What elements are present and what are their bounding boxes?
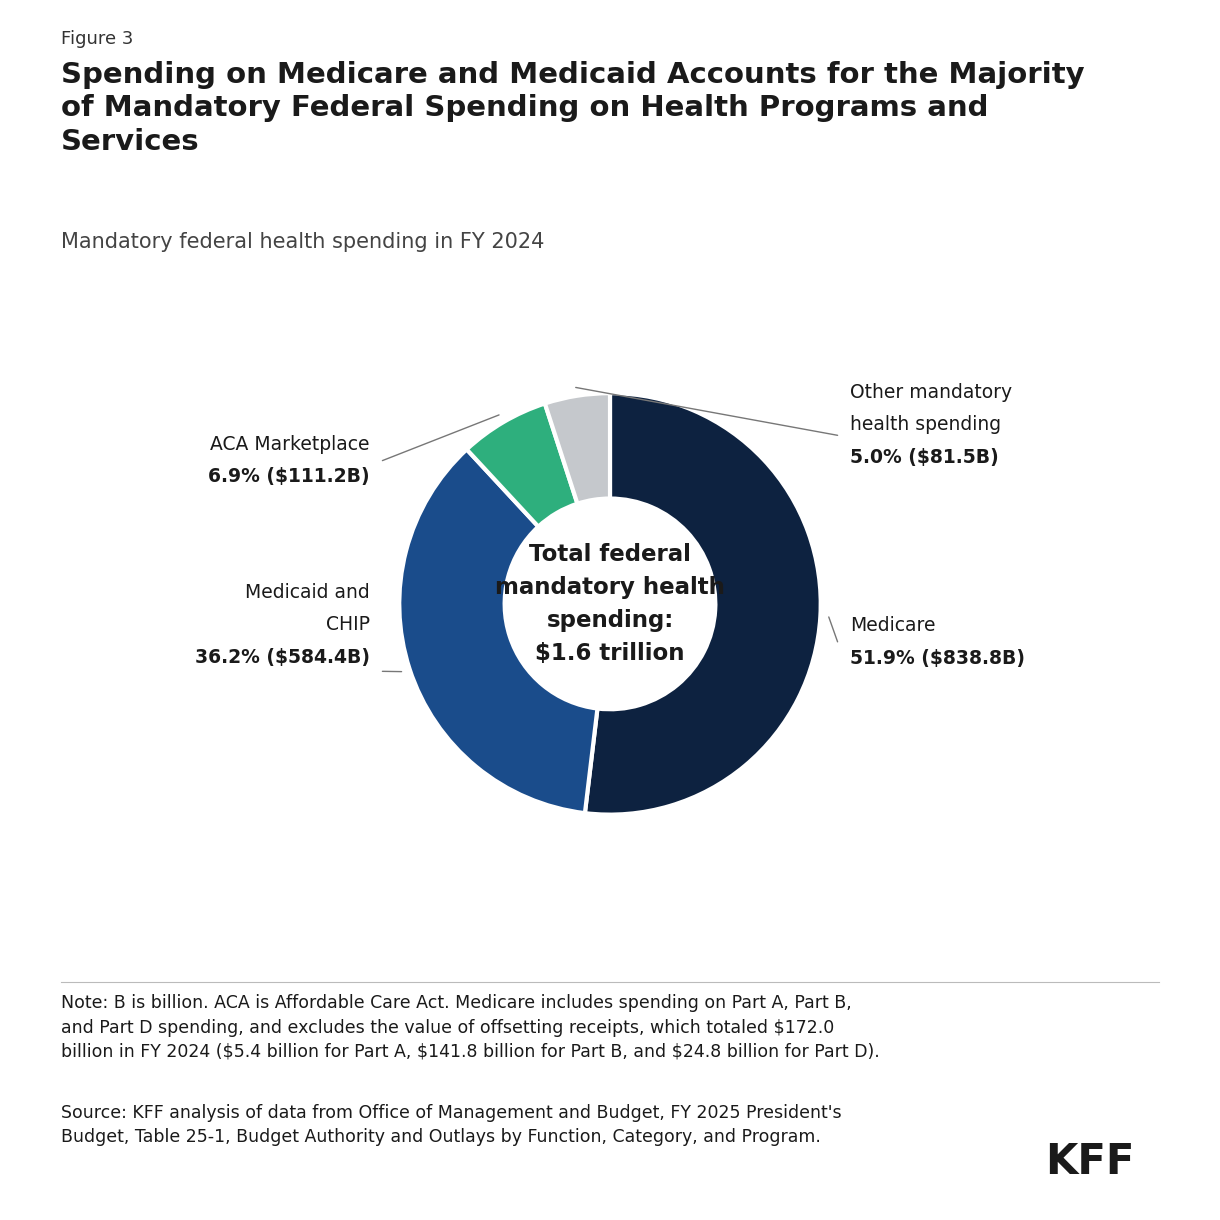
- Text: ACA Marketplace: ACA Marketplace: [210, 434, 370, 454]
- Text: Other mandatory: Other mandatory: [850, 383, 1013, 401]
- Wedge shape: [467, 404, 577, 527]
- Text: Source: KFF analysis of data from Office of Management and Budget, FY 2025 Presi: Source: KFF analysis of data from Office…: [61, 1104, 842, 1147]
- Text: 36.2% ($584.4B): 36.2% ($584.4B): [195, 648, 370, 667]
- Text: health spending: health spending: [850, 415, 1002, 434]
- Text: Total federal
mandatory health
spending:
$1.6 trillion: Total federal mandatory health spending:…: [495, 543, 725, 665]
- Text: Medicare: Medicare: [850, 616, 936, 634]
- Text: Note: B is billion. ACA is Affordable Care Act. Medicare includes spending on Pa: Note: B is billion. ACA is Affordable Ca…: [61, 994, 880, 1061]
- Text: 6.9% ($111.2B): 6.9% ($111.2B): [209, 467, 370, 487]
- Text: Mandatory federal health spending in FY 2024: Mandatory federal health spending in FY …: [61, 232, 544, 251]
- Text: Spending on Medicare and Medicaid Accounts for the Majority
of Mandatory Federal: Spending on Medicare and Medicaid Accoun…: [61, 61, 1085, 156]
- Wedge shape: [399, 449, 598, 813]
- Wedge shape: [584, 393, 821, 815]
- Text: CHIP: CHIP: [326, 615, 370, 634]
- Wedge shape: [545, 393, 610, 504]
- Text: 5.0% ($81.5B): 5.0% ($81.5B): [850, 448, 999, 467]
- Text: Medicaid and: Medicaid and: [245, 583, 370, 601]
- Text: 51.9% ($838.8B): 51.9% ($838.8B): [850, 649, 1025, 667]
- Text: KFF: KFF: [1046, 1141, 1135, 1182]
- Text: Figure 3: Figure 3: [61, 30, 133, 49]
